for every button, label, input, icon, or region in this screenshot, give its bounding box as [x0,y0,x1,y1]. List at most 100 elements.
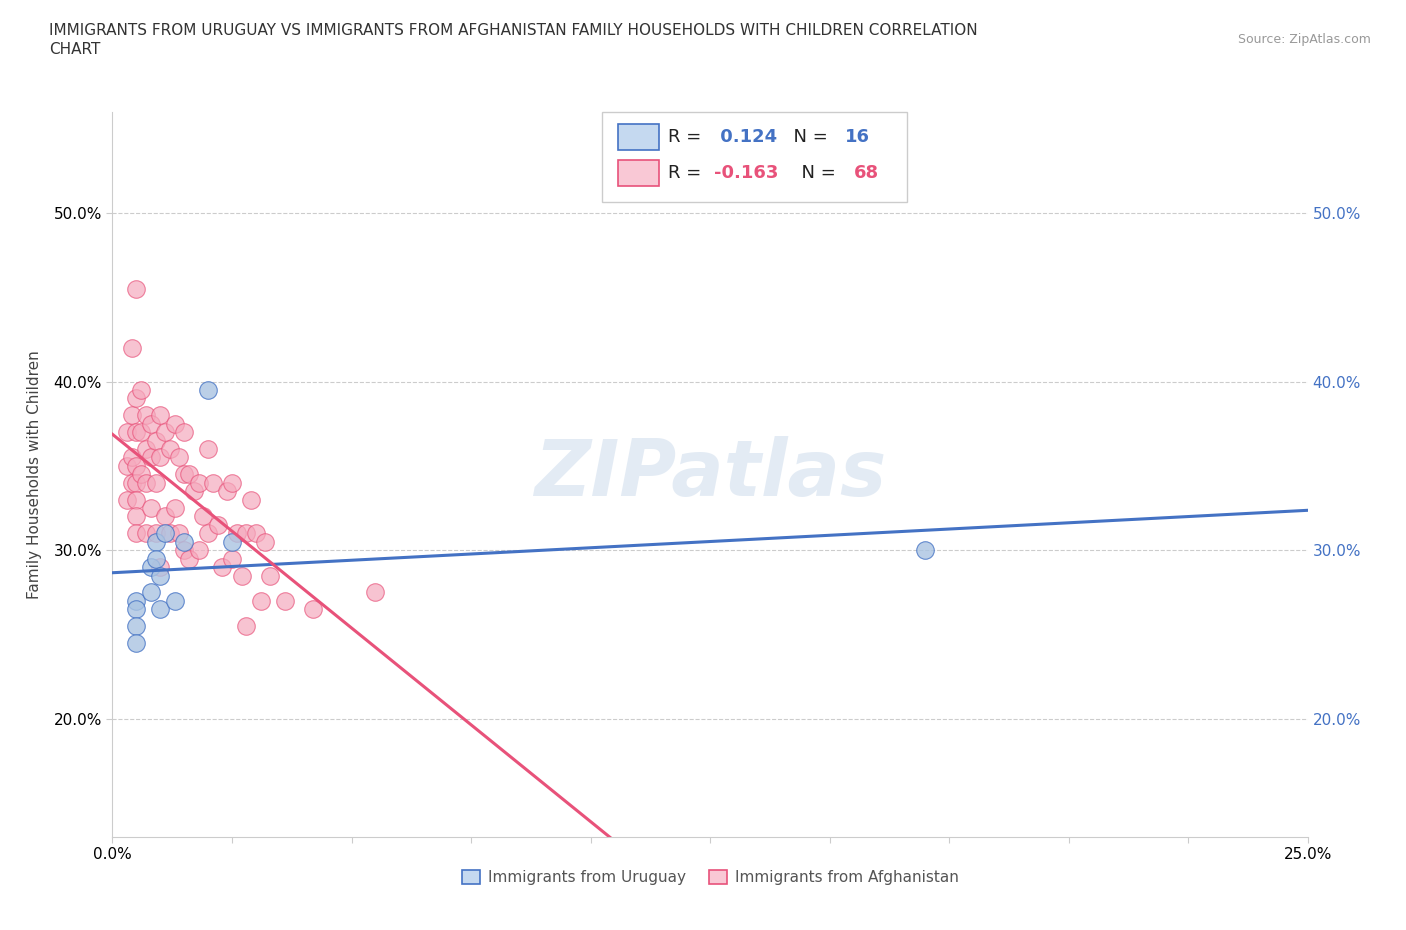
Point [187,543,209,558]
Legend: Immigrants from Uruguay, Immigrants from Afghanistan: Immigrants from Uruguay, Immigrants from… [456,864,965,891]
Point [259,568,281,583]
Point [125,635,148,650]
Point [177,551,200,566]
Point [149,568,172,583]
Point [149,408,172,423]
Point [302,602,325,617]
Point [125,525,148,540]
FancyBboxPatch shape [619,124,658,150]
Point [125,593,148,608]
Text: Source: ZipAtlas.com: Source: ZipAtlas.com [1237,33,1371,46]
Point [149,450,172,465]
Y-axis label: Family Households with Children: Family Households with Children [28,350,42,599]
Point [169,450,191,465]
Point [145,525,167,540]
Point [221,551,243,566]
Point [145,475,167,490]
Point [125,475,148,490]
Text: -0.163: -0.163 [714,165,778,182]
Point [121,408,143,423]
Text: 0.124: 0.124 [714,128,776,146]
Point [225,525,247,540]
Point [121,340,143,355]
Point [163,417,186,432]
Point [139,450,162,465]
Point [115,425,138,440]
Point [145,551,167,566]
Point [221,475,243,490]
Text: ZIPatlas: ZIPatlas [534,436,886,512]
Point [245,525,267,540]
Point [135,408,157,423]
Point [139,500,162,515]
Point [149,560,172,575]
Point [159,442,181,457]
Point [217,484,239,498]
Point [163,500,186,515]
Point [197,525,219,540]
Point [183,484,205,498]
Point [914,543,936,558]
Point [163,593,186,608]
Point [139,560,162,575]
Point [254,535,277,550]
Text: 16: 16 [845,128,870,146]
Text: CHART: CHART [49,42,101,57]
Point [139,585,162,600]
Point [125,618,148,633]
FancyBboxPatch shape [603,112,907,203]
Text: R =: R = [668,128,707,146]
Point [125,425,148,440]
Point [125,602,148,617]
Point [197,442,219,457]
Point [135,475,157,490]
Point [135,442,157,457]
Point [125,281,148,296]
Text: R =: R = [668,165,707,182]
Point [121,450,143,465]
Point [273,593,295,608]
Point [121,475,143,490]
Point [211,560,233,575]
Point [221,535,243,550]
Point [235,525,257,540]
Point [153,525,176,540]
Point [145,535,167,550]
Point [235,618,257,633]
Point [173,543,195,558]
Point [177,467,200,482]
Point [125,391,148,405]
Point [125,458,148,473]
Point [135,525,157,540]
Point [153,509,176,524]
Point [193,509,215,524]
Point [129,425,152,440]
Point [115,458,138,473]
Point [249,593,271,608]
Point [240,492,263,507]
Text: N =: N = [782,128,834,146]
Point [231,568,253,583]
Point [145,433,167,448]
Point [173,467,195,482]
Point [169,525,191,540]
Point [187,475,209,490]
Point [149,602,172,617]
Point [139,417,162,432]
Point [125,492,148,507]
Point [173,535,195,550]
Point [173,425,195,440]
Point [159,525,181,540]
Point [125,509,148,524]
Point [201,475,224,490]
Point [364,585,387,600]
Point [129,467,152,482]
Point [115,492,138,507]
Text: IMMIGRANTS FROM URUGUAY VS IMMIGRANTS FROM AFGHANISTAN FAMILY HOUSEHOLDS WITH CH: IMMIGRANTS FROM URUGUAY VS IMMIGRANTS FR… [49,23,977,38]
Point [197,382,219,397]
FancyBboxPatch shape [619,160,658,186]
Point [129,382,152,397]
Point [207,517,229,532]
Point [153,425,176,440]
Text: 68: 68 [853,165,879,182]
